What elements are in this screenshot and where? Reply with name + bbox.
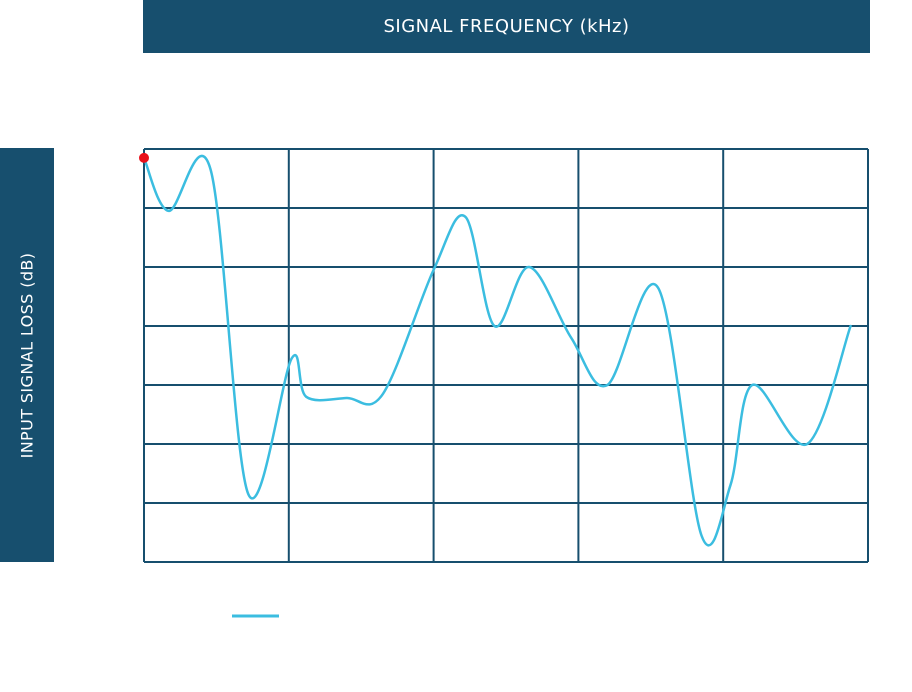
start-point-marker [139, 152, 149, 163]
y-axis-label-banner: INPUT SIGNAL LOSS (dB) [0, 148, 54, 562]
grid [143, 148, 869, 563]
chart-title: SIGNAL FREQUENCY (kHz) [383, 16, 630, 37]
series-line [142, 154, 852, 547]
series-layer [139, 152, 852, 547]
chart-title-banner: SIGNAL FREQUENCY (kHz) [143, 0, 870, 53]
